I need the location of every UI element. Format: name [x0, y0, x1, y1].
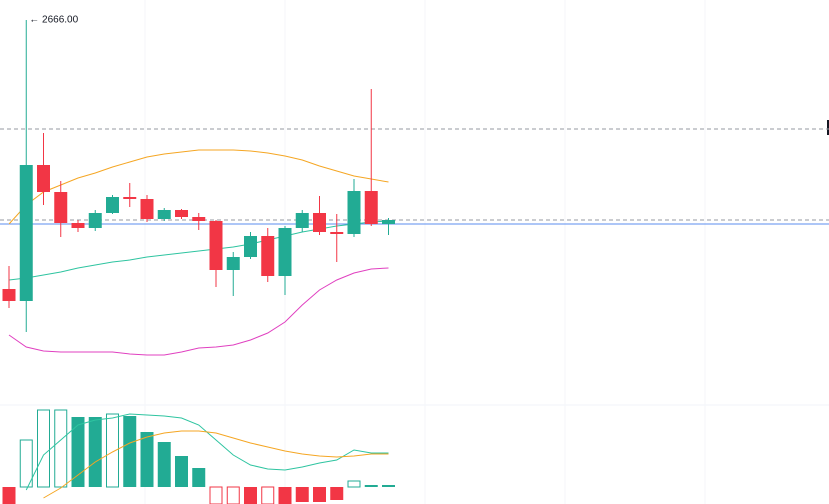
- macd-bar: [37, 409, 50, 488]
- high-label: ← 2666.00: [29, 15, 78, 26]
- macd-bar: [261, 486, 275, 504]
- candle-body: [261, 236, 275, 276]
- candle-body: [106, 197, 119, 213]
- candle-body: [19, 165, 33, 301]
- candle-body: [192, 217, 206, 221]
- candle-body: [37, 165, 50, 192]
- indicator-line: [8, 267, 389, 356]
- macd-bar: [2, 487, 16, 504]
- candle-body: [157, 210, 171, 219]
- candle-body: [2, 289, 16, 301]
- candle-body: [226, 257, 240, 270]
- candle-body: [175, 210, 188, 217]
- macd-bar: [157, 442, 171, 487]
- macd-bar: [123, 416, 137, 487]
- macd-bar: [226, 486, 240, 504]
- candle-body: [330, 232, 344, 234]
- macd-bar: [382, 485, 395, 487]
- candle-body: [278, 228, 292, 276]
- macd-bar: [71, 417, 85, 487]
- price-scale-edge: [827, 120, 829, 135]
- macd-bar: [347, 480, 361, 488]
- candle-body: [382, 220, 395, 224]
- candle-body: [71, 223, 85, 228]
- macd-bar: [278, 487, 292, 504]
- candle-body: [209, 221, 223, 270]
- macd-bar: [295, 487, 309, 502]
- candle-body: [364, 191, 378, 224]
- candle-body: [244, 236, 257, 257]
- macd-bar: [88, 417, 102, 487]
- indicator-line: [43, 430, 389, 499]
- candle-body: [140, 199, 154, 219]
- macd-bar: [244, 487, 257, 504]
- macd-bar: [209, 486, 223, 504]
- macd-bar: [364, 485, 378, 487]
- macd-bar: [19, 439, 33, 488]
- candle-body: [88, 213, 102, 228]
- candle-body: [123, 197, 137, 199]
- macd-bar: [192, 468, 206, 487]
- macd-bar: [54, 409, 68, 488]
- macd-bar: [106, 413, 119, 488]
- candle-body: [313, 213, 326, 232]
- candle-body: [295, 213, 309, 228]
- candle-body: [347, 191, 361, 234]
- macd-bar: [175, 456, 188, 487]
- candle-body: [54, 192, 68, 223]
- indicator-line: [8, 149, 389, 225]
- macd-bar: [330, 487, 344, 500]
- macd-bar: [140, 432, 154, 487]
- macd-bar: [313, 487, 326, 502]
